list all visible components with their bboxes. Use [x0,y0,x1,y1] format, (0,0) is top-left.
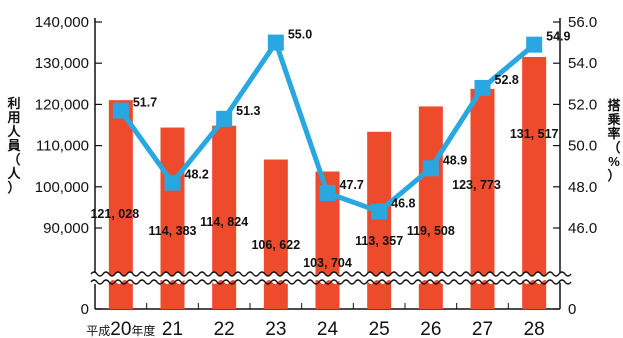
rate-value-label: 51.7 [133,96,157,110]
bar-value-label: 121, 028 [90,207,139,221]
bar-value-label: 106, 622 [251,238,300,252]
bar-value-label: 114, 383 [149,224,197,238]
bar [263,159,288,309]
rate-value-label: 51.3 [236,104,260,118]
rate-point-marker [112,102,129,119]
left-tick-label: 0 [81,301,89,318]
right-tick-label: 54.0 [568,55,597,72]
x-tick-label: 21 [162,319,183,338]
bar-value-label: 119, 508 [407,224,455,238]
left-tick-label: 110,000 [36,138,89,155]
x-tick-label: 23 [265,319,286,338]
axis-break-line-lower [90,279,572,285]
left-axis-title: 利用人員（人） [6,96,21,195]
right-axis-title: 搭乗率（%） [606,98,621,183]
axis-break-line-upper [90,271,572,277]
rate-value-label: 48.2 [185,168,209,182]
bar [522,56,547,310]
rate-point-marker [216,110,233,127]
rate-point-marker [371,203,388,220]
left-tick-label: 90,000 [43,220,89,237]
rate-point-marker [526,36,543,53]
rate-value-label: 48.9 [443,153,467,167]
left-tick-label: 140,000 [35,14,89,31]
right-tick-label: 50.0 [568,138,597,155]
axis-break-band [86,272,571,284]
left-tick-label: 100,000 [35,179,89,196]
rate-value-label: 46.8 [391,197,415,211]
rate-point-marker [474,79,491,96]
left-tick-label: 120,000 [35,96,89,113]
right-tick-label: 56.0 [568,14,597,31]
rate-point-marker [164,174,181,191]
x-tick-label: 28 [524,319,545,338]
bar-value-label: 114, 824 [200,215,248,229]
right-tick-label: 46.0 [568,220,597,237]
right-tick-label: 0 [568,301,576,318]
bar-value-label: 103, 704 [303,256,352,270]
rate-point-marker [422,160,439,177]
bar-value-label: 131, 517 [510,127,559,141]
rate-value-label: 54.9 [546,30,570,44]
bar-value-label: 123, 773 [452,178,501,192]
bar-value-label: 113, 357 [355,234,403,248]
rate-point-marker [267,34,284,51]
rate-value-label: 55.0 [288,28,312,42]
x-tick-label: 26 [420,319,441,338]
left-tick-label: 130,000 [35,55,89,72]
x-tick-label: 24 [317,319,339,338]
rate-value-label: 52.8 [495,73,519,87]
x-tick-label: 27 [472,319,493,338]
x-tick-label: 22 [214,319,235,338]
rate-value-label: 47.7 [340,178,364,192]
rate-point-marker [319,184,336,201]
right-tick-label: 48.0 [568,179,597,196]
x-tick-label: 25 [369,319,390,338]
right-tick-label: 52.0 [568,96,597,113]
x-tick-label: 平成20年度 [86,319,155,338]
